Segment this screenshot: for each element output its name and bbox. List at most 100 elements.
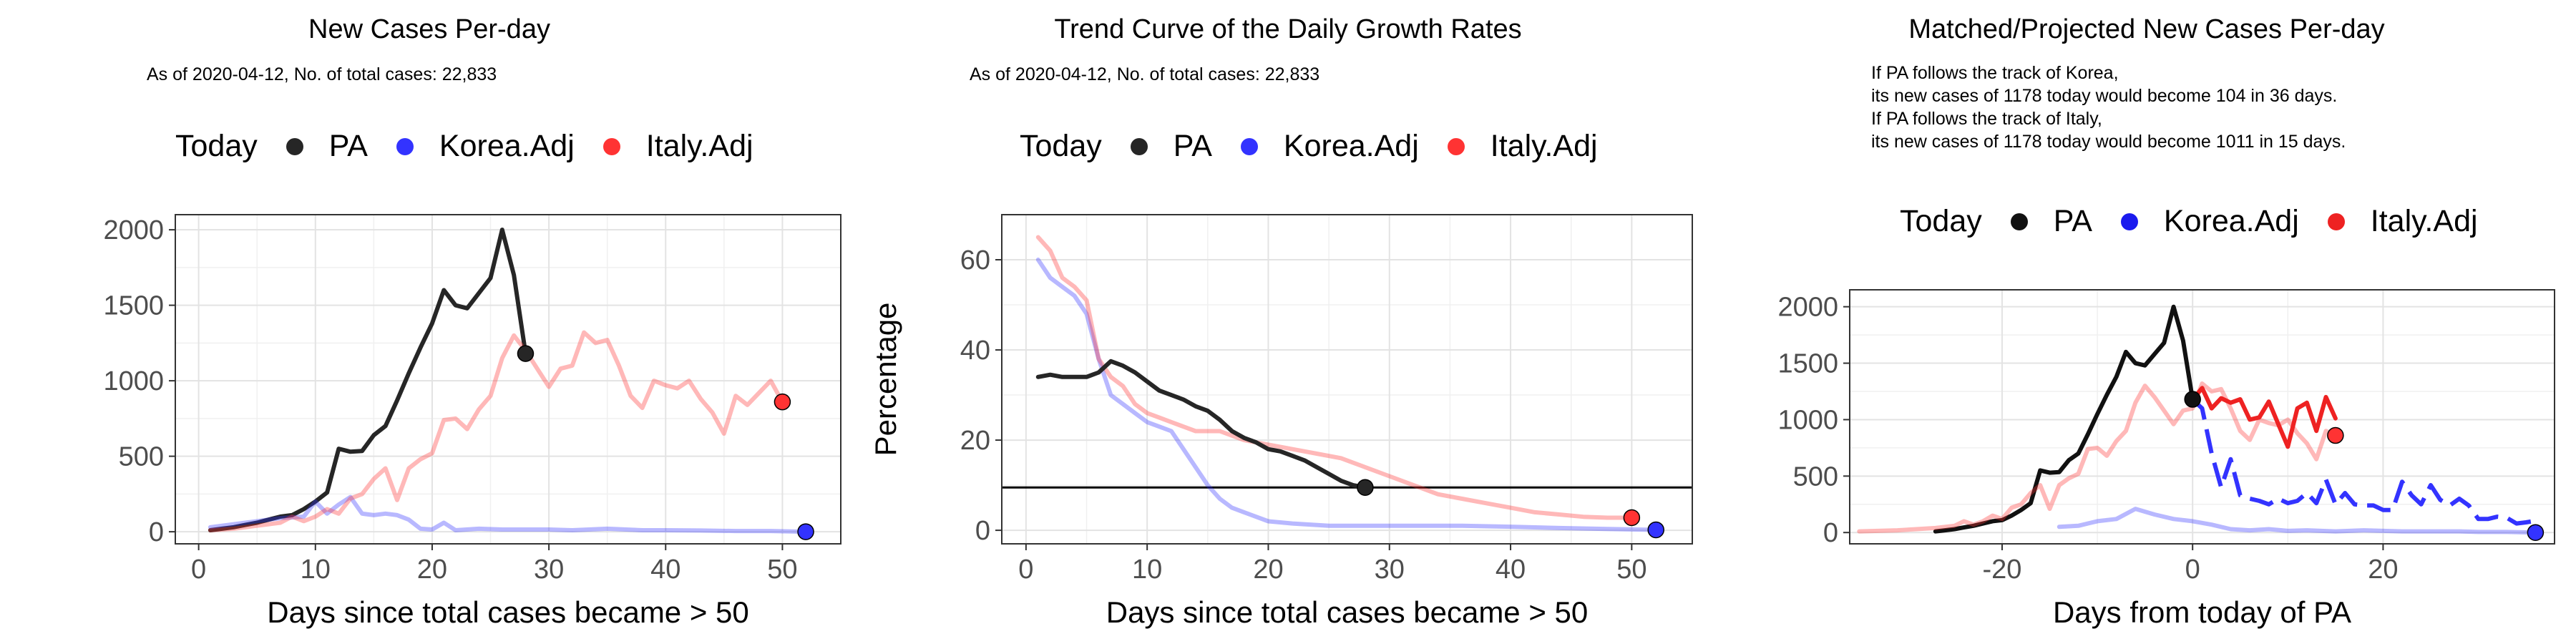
x-tick-label: 50 [767,555,797,585]
y-tick-label: 1500 [1777,349,1838,379]
legend-italy-marker [602,137,620,155]
y-tick-label: 1500 [103,291,164,321]
legend-item-italy: Italy.Adj [2327,204,2478,239]
legend-item-korea: Korea.Adj [2120,204,2299,239]
legend-item-korea: Korea.Adj [1240,129,1419,164]
legend-italy-label: Italy.Adj [2370,204,2478,238]
legend-italy-marker [2327,213,2345,230]
legend-item-italy: Italy.Adj [1447,129,1598,164]
x-tick-label: -20 [1983,555,2022,585]
series-line-pa [1933,304,2195,534]
panel-new-cases: New Cases Per-day As of 2020-04-12, No. … [0,0,859,644]
x-axis-label: Days since total cases became > 50 [267,595,749,629]
y-tick-label: 1000 [103,366,164,396]
y-tick-label: 0 [1823,518,1838,548]
series-line-korea-adj-matched [2057,507,2538,535]
series-line-italy-adj [208,330,785,532]
panel-projected: Matched/Projected New Cases Per-day If P… [1717,0,2576,644]
legend-title: Today [1900,204,1982,238]
y-tick-label: 500 [119,442,164,472]
series-line-italy-adj-matched [1857,381,2338,534]
x-tick-label: 40 [650,555,680,585]
legend-italy-label: Italy.Adj [1490,129,1598,163]
growth-rates-chart: 0 10 20 30 40 50 0 20 40 60 Days since total cases… [869,214,1693,629]
x-tick-label: 50 [1616,555,1646,585]
legend-item-pa: PA [2010,204,2092,239]
x-tick-label: 10 [1132,555,1162,585]
end-point-pa [1357,479,1374,496]
series-line-korea-adj [208,494,809,535]
projection-note: If PA follows the track of Italy, [1871,109,2102,129]
end-point-italy-adj-matched [2327,426,2344,444]
chart-legend: Today PA Korea.Adj Italy.Adj [1020,129,1626,164]
legend-korea-label: Korea.Adj [2163,204,2299,238]
legend-korea-marker [1240,137,1258,155]
chart-subtitle: As of 2020-04-12, No. of total cases: 22… [147,64,497,84]
legend-pa-marker [286,137,303,155]
series-line-korea-adj-projected [2191,398,2536,526]
legend-italy-label: Italy.Adj [645,129,753,163]
projection-note: its new cases of 1178 today would become… [1871,132,2346,152]
x-tick-label: 0 [191,555,206,585]
x-axis-label: Days from today of PA [2053,595,2351,629]
projected-chart: -20 0 20 0 500 1000 1500 2000 Days from today of… [1777,289,2555,629]
chart-title: Matched/Projected New Cases Per-day [1908,14,2385,44]
x-tick-label: 40 [1496,555,1526,585]
x-tick-label: 20 [1253,555,1283,585]
x-tick-label: 0 [1018,555,1033,585]
legend-korea-marker [396,137,414,155]
legend-title: Today [1020,129,1102,163]
legend-korea-label: Korea.Adj [1283,129,1419,163]
end-point-italy-adj [774,393,791,411]
legend-item-korea: Korea.Adj [396,129,575,164]
end-point-pa [2184,391,2201,408]
plot-border [1001,214,1693,545]
legend-item-italy: Italy.Adj [602,129,753,164]
legend-korea-marker [2120,213,2138,230]
legend-pa-label: PA [2053,204,2092,238]
x-tick-label: 10 [301,555,331,585]
x-tick-label: 20 [417,555,447,585]
x-axis-label: Days since total cases became > 50 [1106,595,1589,629]
end-point-korea-adj [797,523,814,540]
y-tick-label: 60 [960,245,990,275]
series-line-italy-adj-projected [2190,386,2338,449]
x-tick-label: 30 [1375,555,1405,585]
panel-growth-rates: Trend Curve of the Daily Growth Rates As… [859,0,1717,644]
series-line-korea-adj [1035,258,1659,532]
chart-subtitle: As of 2020-04-12, No. of total cases: 22… [970,64,1320,84]
y-tick-label: 1000 [1777,405,1838,435]
end-point-pa [517,345,535,362]
x-tick-label: 0 [2185,555,2200,585]
chart-legend: Today PA Korea.Adj Italy.Adj [1900,204,2507,239]
chart-title: Trend Curve of the Daily Growth Rates [1054,14,1522,44]
y-axis-label: Percentage [869,303,902,457]
y-tick-label: 2000 [103,215,164,245]
plot-border [175,214,841,545]
legend-pa-marker [2010,213,2028,230]
legend-pa-label: PA [328,129,368,163]
end-point-korea-adj [1647,521,1664,539]
chart-legend: Today PA Korea.Adj Italy.Adj [175,129,782,164]
legend-title: Today [175,129,258,163]
end-point-korea-adj-matched [2527,524,2545,541]
chart-title: New Cases Per-day [308,14,550,44]
legend-item-pa: PA [1130,129,1212,164]
y-tick-label: 20 [960,426,990,456]
y-tick-label: 0 [975,516,990,546]
x-tick-label: 20 [2368,555,2398,585]
projection-note: If PA follows the track of Korea, [1871,63,2119,83]
y-tick-label: 500 [1793,462,1838,492]
y-tick-label: 0 [149,517,164,547]
legend-item-pa: PA [286,129,368,164]
series-line-pa [1035,358,1367,490]
legend-pa-marker [1130,137,1148,155]
projection-notes: If PA follows the track of Korea, its ne… [1871,62,2346,153]
projection-note: its new cases of 1178 today would become… [1871,86,2338,106]
end-point-italy-adj [1623,509,1641,527]
series-line-pa [208,228,528,532]
legend-pa-label: PA [1173,129,1212,163]
x-tick-label: 30 [534,555,564,585]
plot-border [1849,289,2555,545]
